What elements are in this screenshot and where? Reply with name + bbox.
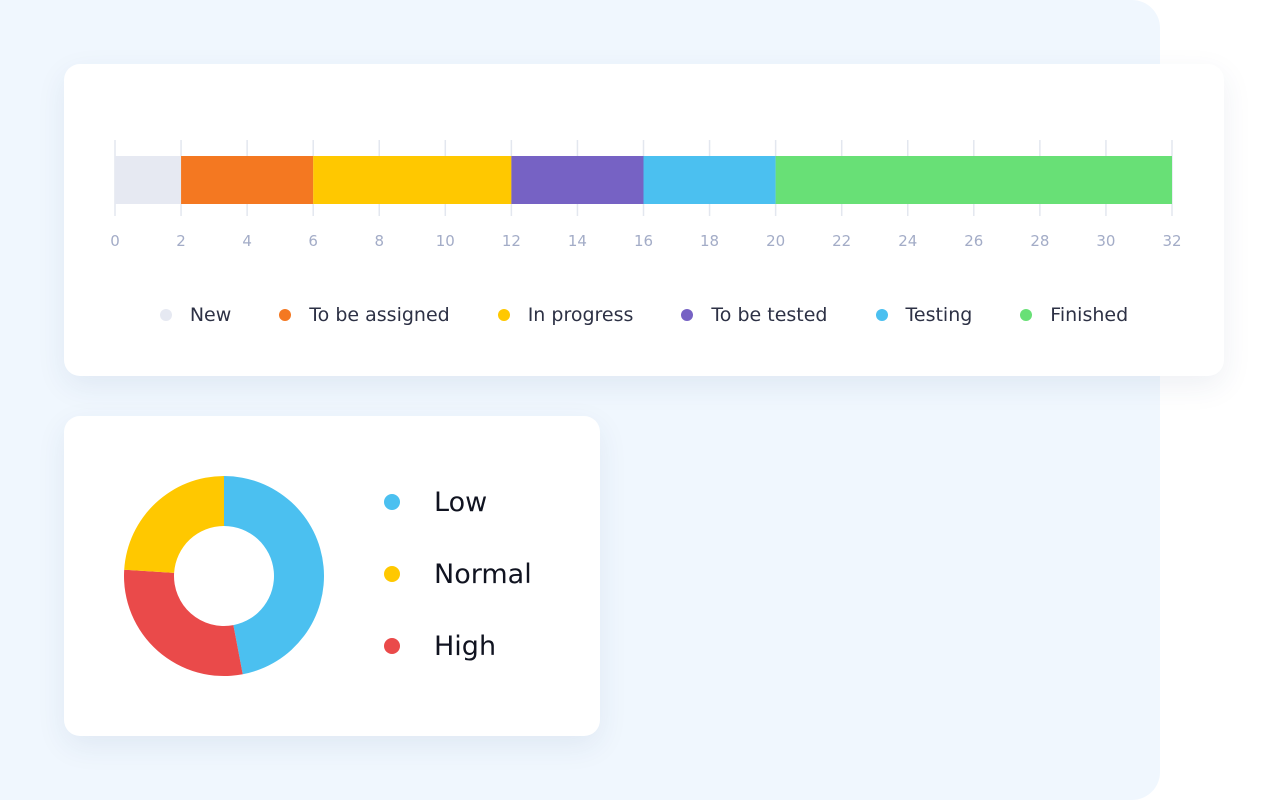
legend-dot	[1020, 309, 1033, 321]
x-tick-label: 22	[832, 232, 851, 250]
donut-legend-label: High	[434, 630, 497, 662]
legend-item: In progress	[497, 304, 634, 326]
donut-legend-label: Normal	[434, 558, 532, 590]
priority-donut-chart	[124, 476, 324, 676]
legend-label: Finished	[1050, 304, 1129, 326]
x-tick-label: 0	[110, 232, 120, 250]
priority-donut-card: Low Normal High	[64, 416, 600, 736]
legend-label: Testing	[905, 304, 973, 326]
bar-segment-to-be-assigned	[181, 156, 314, 204]
legend-label: To be assigned	[309, 304, 450, 326]
bar-segment-finished	[775, 156, 1172, 204]
donut-slice-low	[224, 476, 324, 675]
bar-segment-in-progress	[313, 156, 512, 204]
x-tick-label: 8	[374, 232, 384, 250]
legend-item: Testing	[875, 304, 973, 326]
legend-dot	[681, 309, 694, 321]
donut-slice-normal	[124, 476, 224, 573]
x-tick-label: 14	[568, 232, 587, 250]
legend-dot	[497, 309, 510, 321]
x-tick-label: 20	[766, 232, 785, 250]
legend-label: To be tested	[711, 304, 828, 326]
legend-label: New	[189, 304, 232, 326]
legend-dot	[875, 309, 888, 321]
donut-legend-dot	[384, 638, 400, 654]
legend-item: Finished	[1020, 304, 1128, 326]
priority-legend: Low Normal High	[384, 480, 532, 696]
donut-legend-item: Normal	[384, 552, 532, 596]
donut-legend-dot	[384, 566, 400, 582]
donut-legend-label: Low	[434, 486, 488, 518]
legend-label: In progress	[527, 304, 634, 326]
x-tick-label: 30	[1096, 232, 1115, 250]
x-tick-label: 18	[700, 232, 719, 250]
x-tick-label: 16	[634, 232, 653, 250]
x-tick-label: 6	[308, 232, 318, 250]
x-tick-label: 32	[1162, 232, 1181, 250]
stacked-bar-chart: 0 2 4 6 8 10 12 14 16 18 20 22 24 26 28 30 32	[110, 140, 1182, 250]
x-tick-label: 10	[436, 232, 455, 250]
x-tick-label: 28	[1030, 232, 1049, 250]
legend-item: To be tested	[681, 304, 828, 326]
bar-segment-testing	[643, 156, 776, 204]
status-legend: New To be assigned In progress To be tested…	[64, 300, 1224, 330]
x-tick-label: 24	[898, 232, 917, 250]
x-tick-label: 12	[502, 232, 521, 250]
x-tick-label: 4	[242, 232, 252, 250]
legend-item: New	[159, 304, 232, 326]
bar-segment-new	[115, 156, 182, 204]
legend-item: To be assigned	[279, 304, 450, 326]
donut-legend-item: High	[384, 624, 532, 668]
donut-legend-item: Low	[384, 480, 532, 524]
donut-slice-high	[124, 569, 243, 676]
donut-legend-dot	[384, 494, 400, 510]
x-tick-label: 26	[964, 232, 983, 250]
x-tick-label: 2	[176, 232, 186, 250]
status-bar-chart-card: 0 2 4 6 8 10 12 14 16 18 20 22 24 26 28 30 32 New To be a…	[64, 64, 1224, 376]
legend-dot	[159, 309, 172, 321]
bar-segment-to-be-tested	[511, 156, 644, 204]
legend-dot	[279, 309, 292, 321]
